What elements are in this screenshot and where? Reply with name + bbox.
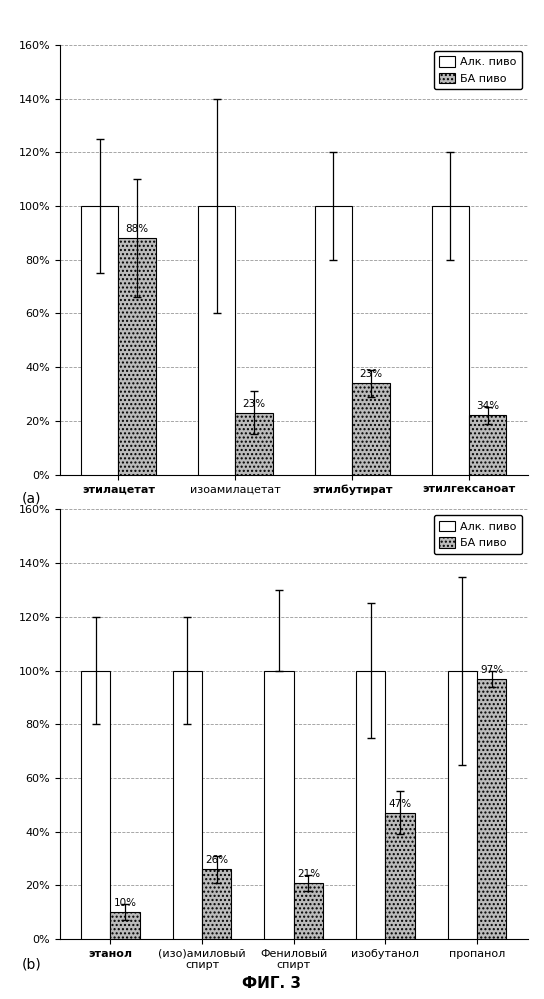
Text: 34%: 34% — [476, 402, 499, 412]
Bar — [264, 670, 294, 939]
Bar — [431, 206, 469, 475]
Bar — [81, 206, 119, 475]
Text: 23%: 23% — [360, 370, 382, 380]
Bar — [81, 670, 110, 939]
Bar — [198, 206, 236, 475]
Text: 21%: 21% — [297, 869, 320, 879]
Bar — [448, 670, 477, 939]
Text: 23%: 23% — [243, 399, 265, 409]
Text: 10%: 10% — [114, 898, 137, 908]
Text: 88%: 88% — [126, 224, 149, 234]
Bar — [294, 883, 323, 939]
Text: ФИГ. 3: ФИГ. 3 — [243, 976, 301, 991]
Text: 26%: 26% — [205, 855, 228, 865]
Bar — [202, 869, 231, 939]
Bar — [119, 238, 156, 475]
Bar — [477, 678, 506, 939]
Bar — [173, 670, 202, 939]
Text: (a): (a) — [22, 492, 41, 505]
Text: (b): (b) — [22, 957, 41, 971]
Bar — [469, 416, 506, 475]
Legend: Алк. пиво, БА пиво: Алк. пиво, БА пиво — [434, 515, 522, 553]
Bar — [385, 813, 415, 939]
Legend: Алк. пиво, БА пиво: Алк. пиво, БА пиво — [434, 51, 522, 89]
Bar — [236, 413, 273, 475]
Text: 97%: 97% — [480, 664, 503, 674]
Text: 47%: 47% — [388, 799, 412, 809]
Bar — [315, 206, 352, 475]
Bar — [110, 912, 140, 939]
Bar — [352, 384, 390, 475]
Bar — [356, 670, 385, 939]
